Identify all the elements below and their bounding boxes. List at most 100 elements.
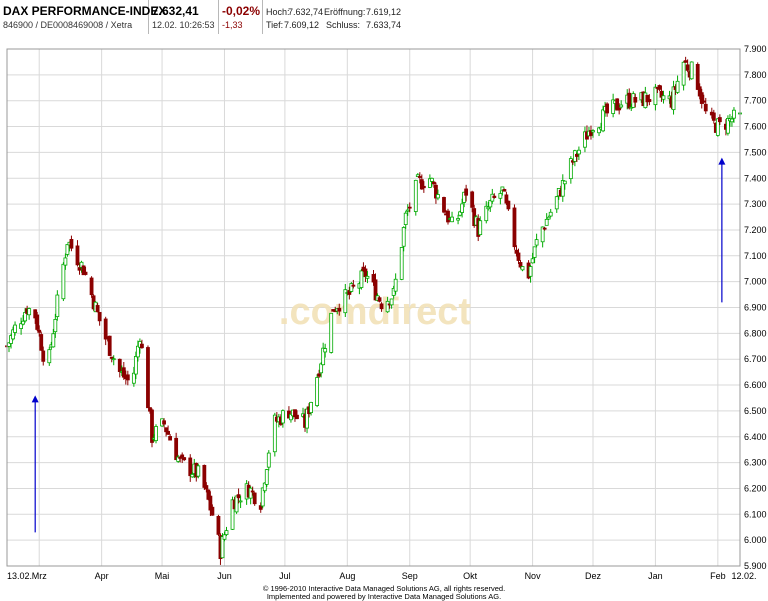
candle-body [711, 112, 716, 121]
candle-up [488, 199, 493, 212]
arrow-head [718, 157, 726, 165]
candle-up [79, 260, 84, 273]
candle-up [264, 468, 269, 488]
candle-up [478, 216, 483, 236]
candle-body [403, 212, 408, 225]
candle-body [518, 262, 523, 268]
candle-down [377, 296, 382, 303]
candle-up [260, 487, 265, 509]
candle-body [371, 274, 376, 283]
candle-down [657, 84, 662, 91]
candle-down [210, 504, 215, 516]
candle-up [528, 264, 533, 283]
candle-body [458, 211, 462, 216]
candle-up [562, 180, 567, 190]
candle-body [164, 427, 168, 433]
candle-body [309, 401, 313, 414]
candle-up [222, 531, 227, 542]
candle-down [164, 427, 168, 437]
candle-up [63, 253, 68, 270]
candle-body [512, 207, 517, 248]
candle-up [51, 328, 56, 348]
candle-down [41, 346, 46, 366]
candle-body [363, 268, 368, 278]
candle-up [176, 454, 181, 463]
candle-body [11, 329, 15, 340]
candle-up [329, 312, 334, 354]
candle-body [530, 258, 535, 264]
candle-body [166, 430, 170, 435]
candle-down [645, 94, 650, 107]
candle-down [373, 273, 378, 301]
candle-body [730, 118, 734, 123]
candle-down [379, 302, 384, 312]
candle-up [715, 118, 720, 137]
candle-down [514, 245, 519, 257]
candle-body [548, 211, 553, 217]
candle-down [502, 188, 507, 192]
candle-body [107, 335, 112, 356]
candle-up [500, 186, 505, 196]
candle-down [317, 369, 322, 378]
candle-down [37, 325, 42, 337]
candle-up [540, 226, 545, 248]
candle-up [321, 342, 326, 366]
candle-down [258, 502, 263, 513]
high-value: 7.632,74 [288, 7, 324, 17]
candle-body [162, 420, 166, 425]
candle-body [647, 99, 652, 102]
candle-body [689, 61, 694, 80]
x-tick-label: 13.02. [7, 571, 32, 581]
candle-body [427, 178, 432, 188]
x-tick-label: Mrz [32, 571, 47, 581]
candle-body [196, 465, 201, 477]
x-tick-label: Feb [710, 571, 726, 581]
candle-down [216, 514, 221, 536]
candle-up [224, 526, 229, 537]
candle-up [548, 208, 553, 218]
candle-body [429, 177, 434, 182]
candle-down [685, 59, 690, 73]
candle-down [208, 491, 213, 517]
candle-down [518, 260, 523, 269]
candle-body [150, 409, 154, 443]
y-tick-label: 6.300 [744, 458, 767, 468]
candle-body [51, 333, 56, 348]
candle-up [323, 343, 328, 358]
candle-body [23, 312, 28, 322]
candle-body [542, 227, 547, 230]
candle-body [492, 195, 497, 198]
candle-up [591, 129, 595, 138]
candle-body [657, 85, 662, 90]
candle-down [512, 204, 517, 250]
candle-down [293, 409, 297, 422]
candle-body [484, 205, 489, 222]
candle-body [35, 314, 40, 330]
candle-body [77, 267, 82, 271]
candle-up [486, 201, 491, 211]
candle-body [262, 482, 267, 492]
close-label: Schluss: [326, 20, 361, 30]
y-tick-label: 7.600 [744, 122, 767, 132]
candle-body [63, 257, 68, 266]
candle-body [208, 495, 213, 511]
high-label: Hoch: [266, 7, 290, 17]
y-tick-label: 7.900 [744, 44, 767, 54]
candle-down [347, 286, 352, 300]
candle-down [442, 196, 446, 214]
candle-down [162, 418, 166, 428]
candle-up [436, 189, 440, 201]
copyright-line: © 1996-2010 Interactive Data Managed Sol… [262, 584, 506, 593]
candle-body [89, 277, 94, 296]
stats-cell: Hoch: 7.632,74 Eröffnung: 7.619,12 Tief:… [262, 0, 402, 34]
candle-up [131, 366, 136, 387]
candle-up [289, 413, 293, 423]
change-cell: -0,02% -1,33 [218, 0, 263, 34]
candle-body [365, 275, 370, 279]
candle-body [7, 342, 11, 347]
candle-body [399, 247, 404, 280]
candle-body [81, 265, 86, 276]
candle-up [530, 252, 535, 264]
candle-down [683, 56, 688, 63]
x-tick-label: 12.02. [731, 571, 756, 581]
